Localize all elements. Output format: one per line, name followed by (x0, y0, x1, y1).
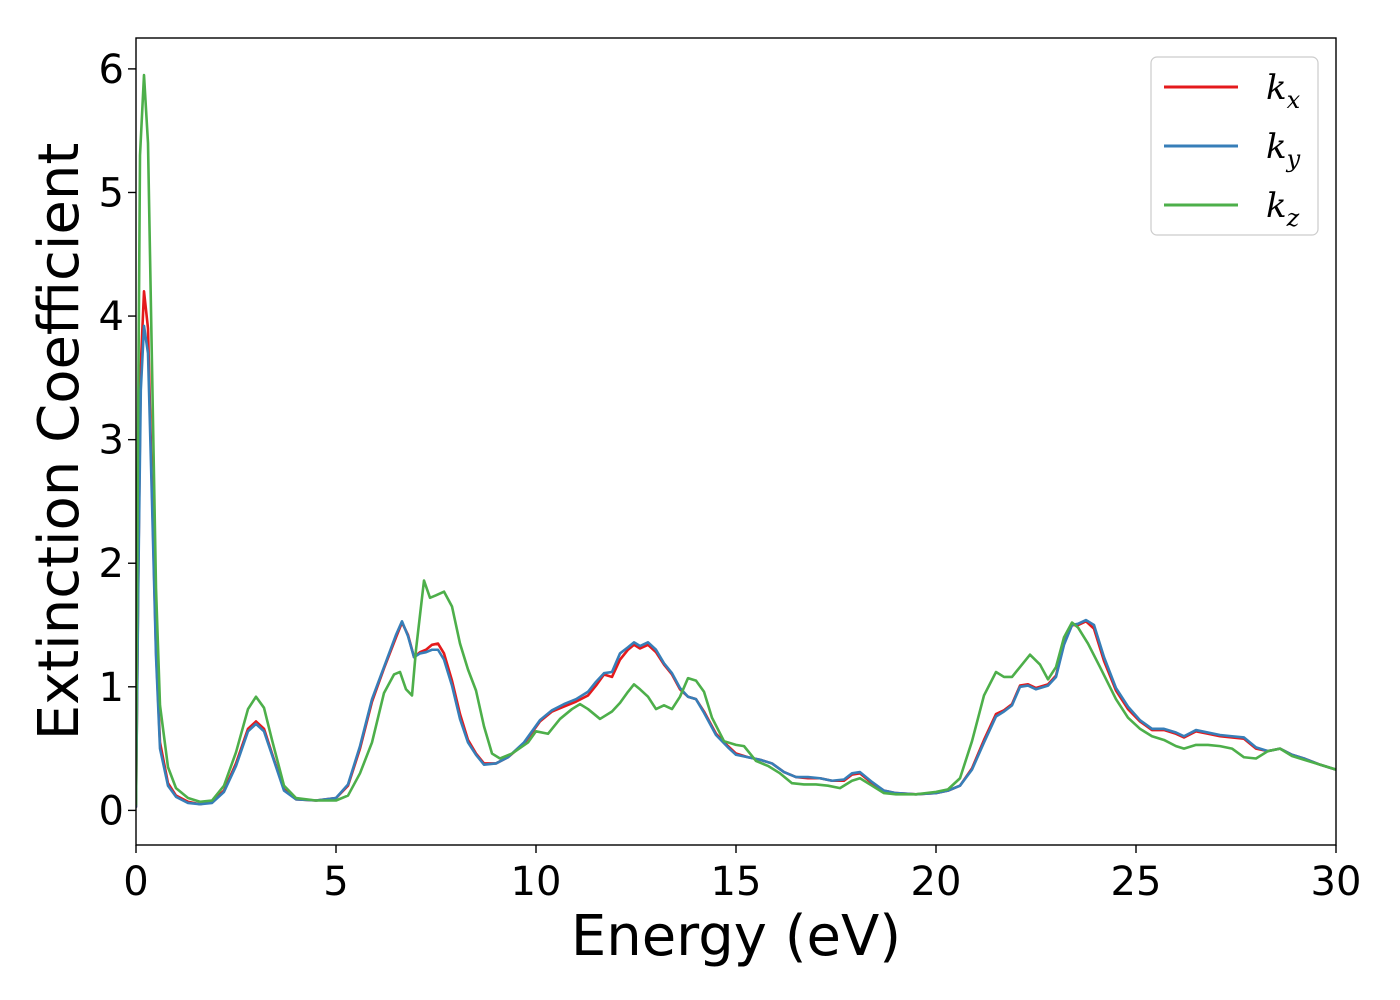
y-tick-label: 6 (99, 47, 124, 93)
series-layer (136, 73, 1336, 808)
x-tick-label: 10 (511, 859, 562, 905)
x-tick-label: 25 (1111, 859, 1162, 905)
y-tick-label: 4 (99, 294, 124, 340)
y-tick-label: 3 (99, 418, 124, 464)
y-axis-title: Extinction Coefficient (27, 143, 92, 741)
x-tick-label: 30 (1311, 859, 1362, 905)
x-tick-label: 5 (323, 859, 348, 905)
y-axis-ticks: 0 1 2 3 4 5 6 (99, 47, 136, 834)
series-line-ky (136, 324, 1336, 808)
y-tick-label: 5 (99, 170, 124, 216)
series-line-kz (136, 73, 1336, 806)
y-tick-label: 1 (99, 665, 124, 711)
legend-label-kx: kx (1266, 68, 1301, 114)
legend-label-ky: ky (1266, 127, 1301, 173)
x-tick-label: 15 (711, 859, 762, 905)
x-tick-label: 0 (123, 859, 148, 905)
x-axis-title: Energy (eV) (571, 904, 901, 969)
y-tick-label: 0 (99, 788, 124, 834)
legend-label-kz: kz (1266, 186, 1300, 232)
legend: kx ky kz (1150, 56, 1319, 236)
y-tick-label: 2 (99, 541, 124, 587)
x-tick-label: 20 (911, 859, 962, 905)
x-axis-ticks: 0 5 10 15 20 25 30 (123, 845, 1361, 905)
